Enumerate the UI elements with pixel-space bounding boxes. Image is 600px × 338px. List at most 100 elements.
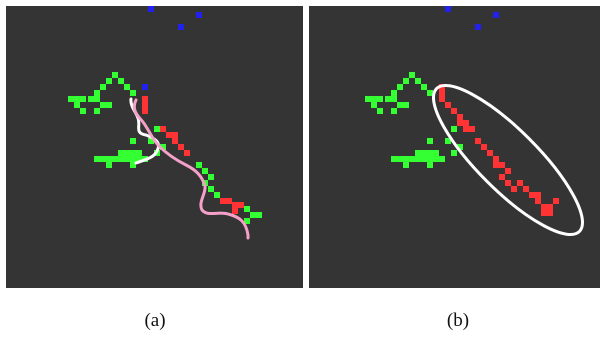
green-cell	[409, 156, 415, 162]
red-cell	[142, 108, 148, 114]
green-cell	[94, 90, 100, 96]
green-cell	[397, 156, 403, 162]
panel-b	[309, 6, 600, 288]
green-cell	[409, 72, 415, 78]
green-cell	[130, 150, 136, 156]
green-cell	[427, 90, 433, 96]
blue-cell	[148, 6, 154, 12]
white-ellipse-b	[431, 83, 585, 237]
green-cell	[433, 156, 439, 162]
green-cell	[377, 96, 383, 102]
green-cell	[244, 218, 250, 224]
red-cell	[553, 198, 559, 204]
green-cell	[421, 156, 427, 162]
green-cell	[202, 168, 208, 174]
red-cell	[439, 96, 445, 102]
green-cell	[124, 156, 130, 162]
red-cell	[535, 198, 541, 204]
red-cell	[142, 102, 148, 108]
green-cell	[106, 78, 112, 84]
green-cell	[208, 186, 214, 192]
green-cell	[118, 78, 124, 84]
green-cell	[427, 156, 433, 162]
green-cell	[80, 108, 86, 114]
green-cell	[130, 156, 136, 162]
red-cell	[523, 186, 529, 192]
red-cell	[232, 202, 238, 208]
green-cell	[80, 96, 86, 102]
red-cell	[541, 210, 547, 216]
red-cell	[463, 120, 469, 126]
green-cell	[371, 96, 377, 102]
green-cell	[154, 126, 160, 132]
green-cell	[160, 144, 166, 150]
red-cell	[493, 162, 499, 168]
red-cell	[541, 204, 547, 210]
green-cell	[256, 212, 262, 218]
red-cell	[172, 138, 178, 144]
green-cell	[397, 84, 403, 90]
red-cell	[220, 198, 226, 204]
green-cell	[124, 150, 130, 156]
green-cell	[421, 84, 427, 90]
green-cell	[118, 150, 124, 156]
red-cells-b	[439, 84, 559, 216]
green-cell	[106, 102, 112, 108]
green-cell	[196, 162, 202, 168]
red-cell	[160, 126, 166, 132]
green-cell	[365, 96, 371, 102]
green-cell	[415, 78, 421, 84]
panel-a-canvas	[68, 6, 262, 240]
red-cell	[499, 162, 505, 168]
caption-a: (a)	[144, 310, 166, 331]
red-cell	[547, 204, 553, 210]
green-cell	[427, 162, 433, 168]
blue-cell	[178, 24, 184, 30]
red-cell	[184, 150, 190, 156]
green-cell	[391, 96, 397, 102]
red-cell	[439, 90, 445, 96]
red-cell	[535, 192, 541, 198]
red-cell	[457, 114, 463, 120]
green-cell	[421, 150, 427, 156]
green-cell	[124, 84, 130, 90]
red-cell	[505, 180, 511, 186]
red-cell	[238, 202, 244, 208]
red-cell	[517, 180, 523, 186]
green-cell	[136, 150, 142, 156]
red-cell	[511, 186, 517, 192]
red-cell	[451, 108, 457, 114]
red-cell	[178, 144, 184, 150]
green-cell	[100, 84, 106, 90]
green-cells-b	[365, 72, 463, 168]
red-cell	[463, 126, 469, 132]
green-cell	[457, 144, 463, 150]
green-cell	[130, 162, 136, 168]
green-cell	[451, 150, 457, 156]
red-cell	[232, 208, 238, 214]
green-cell	[74, 102, 80, 108]
blue-cells-a	[142, 6, 202, 90]
blue-cell	[493, 12, 499, 18]
green-cell	[208, 174, 214, 180]
red-cell	[547, 210, 553, 216]
green-cell	[106, 162, 112, 168]
green-cell	[100, 156, 106, 162]
green-cell	[377, 108, 383, 114]
red-cell	[469, 126, 475, 132]
panel-b-canvas	[365, 6, 585, 237]
green-cell	[68, 96, 74, 102]
green-cell	[250, 212, 256, 218]
green-cell	[74, 96, 80, 102]
blue-cell	[445, 6, 451, 12]
blue-cell	[142, 84, 148, 90]
red-cell	[481, 144, 487, 150]
red-cell	[166, 132, 172, 138]
green-cell	[451, 126, 457, 132]
green-cell	[433, 150, 439, 156]
green-cell	[118, 156, 124, 162]
red-cell	[505, 168, 511, 174]
green-cell	[403, 102, 409, 108]
red-cell	[457, 120, 463, 126]
green-cell	[415, 150, 421, 156]
